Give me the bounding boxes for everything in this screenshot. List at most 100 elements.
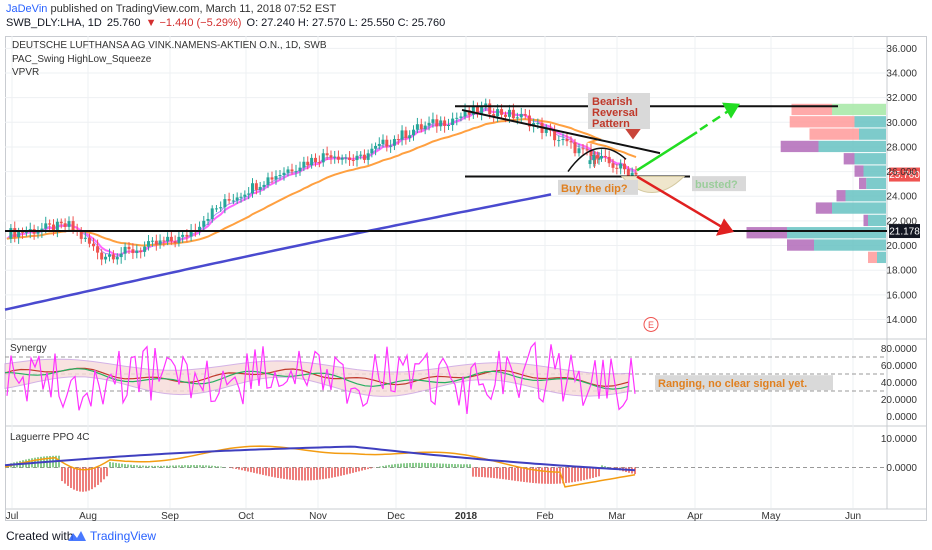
bearish-label-text: Bearish: [592, 96, 633, 108]
price-change: ▼ −1.440 (−5.29%): [145, 17, 242, 29]
candle-body: [181, 234, 185, 237]
indicator-pac: PAC_Swing HighLow_Squeeze: [12, 54, 152, 65]
candle-body: [348, 157, 352, 160]
bearish-label-text: Reversal: [592, 107, 638, 119]
candle-body: [317, 162, 321, 164]
candle-body: [392, 139, 396, 146]
vpvr-bar-down: [815, 202, 832, 214]
earnings-marker-icon: [643, 316, 659, 332]
candle-body: [36, 231, 40, 234]
candle-body: [254, 183, 258, 190]
candle-body: [366, 153, 370, 160]
last-price-tag: 25.760: [889, 170, 920, 181]
y-tick-label: 28.000: [886, 142, 917, 153]
candle-body: [377, 143, 381, 146]
candle-body: [231, 200, 235, 202]
candle-body: [536, 122, 540, 124]
candle-body: [294, 171, 298, 173]
vpvr-bar-up: [832, 202, 886, 214]
candle-body: [107, 254, 111, 257]
candle-body: [251, 183, 254, 194]
candle-body: [355, 155, 359, 161]
vpvr-bar-up: [818, 140, 886, 153]
candle-body: [588, 160, 592, 165]
candle-body: [484, 103, 488, 108]
chart-title: DEUTSCHE LUFTHANSA AG VINK.NAMENS-AKTIEN…: [12, 40, 327, 51]
candle-body: [607, 156, 611, 164]
candle-body: [139, 250, 143, 252]
candle-body: [634, 172, 638, 175]
candle-body: [302, 161, 306, 168]
earnings-marker-label: E: [648, 320, 654, 330]
candle-body: [400, 130, 404, 140]
candle-body: [340, 157, 344, 160]
synergy-tick-label: 60.0000: [881, 361, 918, 372]
y-tick-label: 36.000: [886, 44, 917, 55]
candle-body: [63, 223, 67, 227]
candle-body: [557, 140, 561, 142]
y-tick-label: 32.000: [886, 93, 917, 104]
candle-body: [17, 231, 21, 238]
candle-body: [24, 231, 28, 233]
buy-dip-text: Buy the dip?: [561, 183, 628, 195]
synergy-tick-label: 0.0000: [886, 412, 917, 423]
candle-body: [561, 138, 565, 141]
candle-body: [385, 139, 389, 147]
synergy-label: Synergy: [10, 343, 47, 354]
bullish-arrow-head-icon: [722, 102, 740, 119]
candle-body: [325, 153, 329, 156]
candle-body: [589, 150, 593, 157]
x-tick-label: Dec: [387, 511, 405, 522]
candle-body: [565, 138, 569, 142]
chart-header: JaDeVin published on TradingView.com, Ma…: [0, 0, 932, 34]
laguerre-tick-label: 10.0000: [881, 434, 918, 445]
x-tick-label: Aug: [79, 511, 97, 522]
candle-body: [471, 106, 475, 115]
candle-body: [597, 157, 601, 160]
candle-body: [48, 223, 52, 225]
candle-body: [496, 109, 500, 117]
synergy-oscillator-line: [6, 341, 636, 414]
vpvr-bar-down: [836, 190, 846, 202]
candle-body: [67, 221, 71, 227]
x-tick-label: Sep: [161, 511, 179, 522]
candle-body: [439, 120, 443, 127]
tradingview-brand[interactable]: TradingView: [90, 529, 157, 543]
candle-body: [214, 208, 218, 210]
x-tick-label: Feb: [536, 511, 554, 522]
rounding-top-arc: [567, 147, 627, 173]
candle-body: [282, 172, 286, 176]
ema-mid-line: [6, 118, 637, 247]
bearish-label-box: [588, 93, 650, 129]
candle-body: [166, 236, 170, 242]
support-price-tag-bg: [889, 224, 920, 239]
candle-body: [314, 157, 317, 163]
support-price-tag: 21.178: [889, 227, 920, 238]
candle-body: [374, 145, 378, 149]
author-link[interactable]: JaDeVin: [6, 3, 48, 15]
symbol-info: SWB_DLY:LHA, 1D 25.760 ▼ −1.440 (−5.29%)…: [6, 17, 447, 29]
candle-body: [459, 116, 463, 118]
bearish-arrow-line: [636, 175, 723, 229]
candle-body: [243, 194, 247, 197]
candle-body: [419, 124, 423, 130]
synergy-cloud: [4, 358, 630, 397]
candle-body: [515, 117, 519, 119]
candle-body: [600, 155, 603, 159]
candle-body: [40, 228, 44, 232]
y-tick-label: 20.000: [886, 241, 917, 252]
candle-body: [154, 240, 158, 245]
x-tick-label: Nov: [309, 511, 327, 522]
vpvr-bar-down: [780, 140, 819, 153]
candle-body: [278, 175, 282, 177]
candle-body: [135, 250, 139, 254]
candle-body: [630, 172, 634, 177]
ema-slow-line: [4, 193, 552, 311]
candle-body: [408, 135, 412, 139]
buy-dip-box: [558, 179, 638, 195]
footer: Created with TradingView: [0, 521, 932, 550]
vpvr-bar-down: [863, 214, 868, 227]
candle-body: [451, 118, 455, 126]
vpvr-bar-up: [845, 190, 886, 202]
